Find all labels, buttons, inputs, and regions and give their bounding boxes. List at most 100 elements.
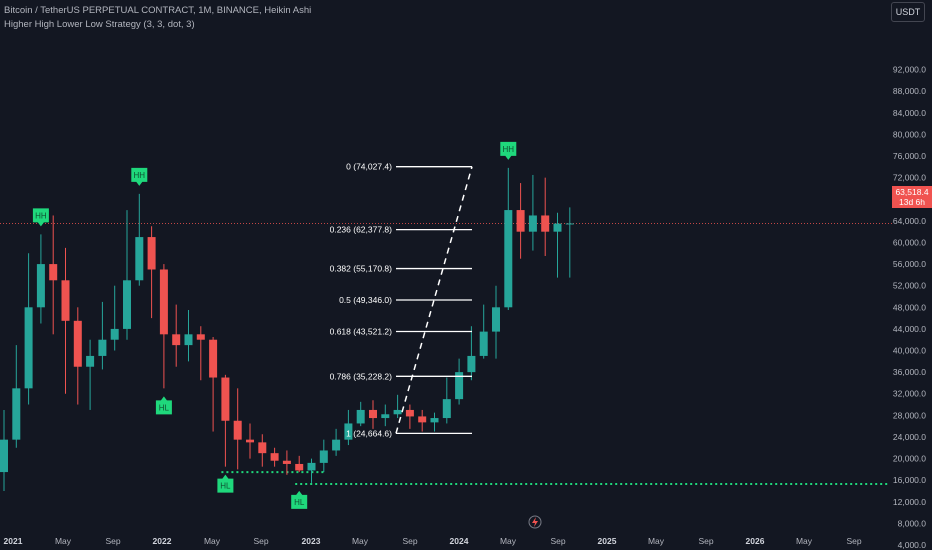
pivot-labels: HH HH HL HL HL HH — [32, 141, 517, 509]
candle — [442, 377, 451, 424]
pivot-text: HL — [220, 482, 231, 491]
flash-icon — [528, 515, 542, 529]
fib-retracement: 0 (74,027.4) 0.236 (62,377.8) 0.382 (55,17… — [330, 162, 473, 438]
x-tick-label: 2022 — [153, 536, 172, 546]
candle-body — [430, 418, 439, 423]
candle-body — [258, 442, 267, 454]
candle-body — [442, 399, 451, 419]
candle-body — [0, 439, 8, 473]
y-tick-label: 72,000.0 — [893, 173, 926, 183]
current-price-badge: 63,518.4 13d 6h — [892, 186, 932, 208]
x-tick-label: Sep — [846, 536, 861, 546]
bar-countdown: 13d 6h — [899, 197, 925, 207]
symbol-title: Bitcoin / TetherUS PERPETUAL CONTRACT, 1… — [4, 5, 312, 16]
candle — [172, 304, 181, 367]
candle — [504, 167, 513, 311]
candle-body — [282, 460, 291, 464]
pivot-label: HH — [32, 208, 49, 227]
currency-button[interactable]: USDT — [891, 2, 925, 22]
indicator-title[interactable]: Higher High Lower Low Strategy (3, 3, do… — [4, 19, 195, 30]
candle — [356, 401, 365, 427]
candle — [123, 210, 131, 340]
candle — [393, 394, 402, 419]
pivot-label: HL — [291, 490, 308, 509]
candle — [332, 428, 341, 456]
candle — [0, 409, 8, 491]
candle — [553, 212, 562, 278]
candle — [49, 215, 58, 335]
y-tick-label: 76,000.0 — [893, 151, 926, 161]
y-tick-label: 12,000.0 — [893, 497, 926, 507]
candle-body — [49, 264, 58, 281]
candle-body — [553, 223, 562, 232]
x-tick-label: May — [500, 536, 517, 546]
fib-level-label: 0.618 (43,521.2) — [330, 326, 393, 336]
candle — [479, 304, 488, 359]
flash-icon-bolt — [532, 517, 538, 527]
candle-body — [159, 269, 168, 335]
candle-body — [172, 334, 181, 346]
candle — [541, 177, 550, 256]
y-tick-label: 92,000.0 — [893, 65, 926, 75]
pivot-marker — [155, 396, 172, 415]
x-tick-label: 2023 — [302, 536, 321, 546]
y-tick-label: 16,000.0 — [893, 475, 926, 485]
candle-body — [405, 409, 414, 417]
candle — [307, 458, 316, 483]
candle-body — [233, 420, 242, 440]
y-tick-label: 32,000.0 — [893, 389, 926, 399]
pivot-marker — [32, 208, 49, 227]
candle-body — [528, 215, 537, 232]
candle — [209, 337, 218, 432]
candle — [258, 434, 267, 467]
pivot-marker — [500, 141, 517, 160]
pivot-label: HL — [155, 396, 172, 415]
candle — [381, 404, 390, 427]
candle-body — [135, 237, 144, 281]
candle — [319, 439, 328, 473]
candle — [135, 193, 144, 286]
candle-body — [98, 339, 107, 356]
candle-body — [196, 334, 205, 340]
candle — [528, 174, 537, 251]
y-tick-label: 8,000.0 — [898, 518, 927, 528]
x-tick-label: Sep — [550, 536, 565, 546]
y-tick-label: 84,000.0 — [893, 108, 926, 118]
fib-trendline — [395, 166, 473, 434]
fib-level-label: 0 (74,027.4) — [346, 162, 392, 172]
candle-body — [393, 409, 402, 415]
x-tick-label: May — [352, 536, 369, 546]
y-tick-label: 44,000.0 — [893, 324, 926, 334]
candle-body — [356, 409, 365, 424]
candle-body — [147, 237, 156, 270]
x-tick-label: May — [648, 536, 665, 546]
fib-level-label: 0.382 (55,170.8) — [330, 264, 393, 274]
y-tick-label: 28,000.0 — [893, 410, 926, 420]
candle — [36, 234, 45, 324]
pivot-label: HH — [500, 141, 517, 160]
y-tick-label: 4,000.0 — [898, 540, 927, 550]
candle — [295, 455, 304, 473]
candle-body — [123, 280, 131, 329]
candle — [467, 326, 476, 381]
candle-body — [61, 280, 70, 321]
candle-body — [455, 372, 464, 400]
candle-body — [565, 223, 574, 225]
pivot-text: HL — [159, 403, 170, 412]
candle-body — [319, 450, 328, 463]
y-tick-label: 64,000.0 — [893, 216, 926, 226]
candle — [430, 412, 439, 432]
x-tick-label: Sep — [402, 536, 417, 546]
y-tick-label: 48,000.0 — [893, 302, 926, 312]
candle — [98, 301, 107, 370]
candle — [73, 307, 82, 405]
candle — [405, 404, 414, 429]
chart-legend: Bitcoin / TetherUS PERPETUAL CONTRACT, 1… — [4, 4, 311, 32]
candle — [282, 450, 291, 475]
candle-body — [36, 264, 45, 308]
candle-body — [12, 388, 21, 440]
candle-body — [270, 453, 279, 461]
fib-level-label: 0.236 (62,377.8) — [330, 225, 393, 235]
candle — [86, 339, 95, 410]
